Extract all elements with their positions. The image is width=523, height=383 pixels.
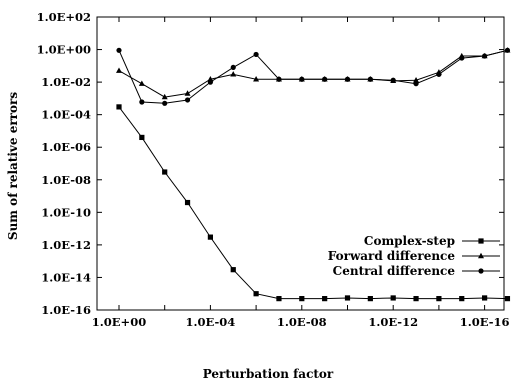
complex-step-point [162,169,168,175]
complex-step-point [504,296,511,302]
central-difference-point [162,100,168,106]
x-tick-label: 1.0E-04 [186,315,236,329]
x-axis-ticks: 1.0E+00 1.0E-04 1.0E-08 1.0E-12 1.0E-16 [92,17,510,329]
forward-difference-point [184,90,191,96]
y-tick-label: 1.0E-10 [41,205,91,219]
central-difference-point [482,53,488,59]
y-tick-label: 1.0E-16 [41,303,91,317]
forward-difference-point [116,67,122,73]
complex-step-point [184,199,191,206]
x-tick-label: 1.0E-08 [277,315,327,329]
complex-step-point [276,296,282,302]
complex-step-point [413,296,419,302]
legend-label-complex-step: Complex-step [364,234,455,248]
central-difference-point [230,64,236,71]
forward-difference-point [138,80,145,86]
central-difference-point [390,77,396,83]
complex-step-point [436,296,442,302]
complex-step-point [390,295,396,301]
complex-step-point [299,296,305,302]
central-difference-point [459,55,465,61]
central-difference-point [207,79,213,85]
x-tick-label: 1.0E-16 [460,315,510,329]
central-difference-point [436,71,442,77]
legend-label-central-difference: Central difference [333,264,456,278]
complex-step-point [253,291,259,297]
central-difference-point [504,47,511,53]
y-axis-ticks: 1.0E+02 1.0E+00 1.0E-02 1.0E-04 1.0E-06 1.0E-… [37,10,504,317]
y-axis-title: Sum of relative errors [6,92,20,240]
forward-difference-point [161,93,168,100]
legend-marker-complex-step [478,238,484,244]
central-difference-point [276,76,282,82]
complex-step-point [116,104,122,110]
series-layer [116,47,511,302]
complex-step-point [139,134,145,141]
x-tick-label: 1.0E+00 [92,315,146,329]
complex-step-point [459,296,465,302]
central-difference-point [344,76,351,82]
y-tick-label: 1.0E-06 [41,140,91,154]
central-difference-point [299,76,305,82]
complex-step-line [118,106,508,300]
central-difference-line [118,49,508,104]
x-tick-label: 1.0E-12 [368,315,418,329]
complex-step-point [230,267,236,273]
central-difference-point [367,76,373,82]
complex-step-point [344,295,351,301]
y-tick-label: 1.0E+00 [37,43,91,57]
y-tick-label: 1.0E+02 [37,10,91,24]
central-difference-point [116,47,122,53]
central-difference-point [139,99,145,105]
y-tick-label: 1.0E-02 [41,75,91,89]
central-difference-point [253,51,259,58]
complex-step-point [322,296,328,302]
forward-difference-point [230,71,237,77]
series-forward-difference [116,47,511,100]
legend-marker-forward-difference [478,252,484,259]
central-difference-point [413,81,419,87]
forward-difference-line [118,49,508,98]
complex-step-point [482,295,488,301]
forward-difference-point [253,76,260,82]
y-tick-label: 1.0E-08 [41,173,91,187]
y-tick-label: 1.0E-14 [41,270,91,284]
central-difference-point [184,97,191,103]
x-axis-title: Perturbation factor [203,367,334,381]
central-difference-point [322,76,328,82]
plot-frame [96,16,505,311]
y-tick-label: 1.0E-12 [41,238,91,252]
complex-step-point [367,296,373,302]
series-central-difference [116,47,511,106]
forward-difference-point [413,77,420,83]
y-tick-label: 1.0E-04 [41,108,91,122]
legend-marker-central-difference [478,268,484,274]
complex-step-point [207,234,213,240]
legend-label-forward-difference: Forward difference [328,249,456,263]
series-complex-step [116,104,511,302]
